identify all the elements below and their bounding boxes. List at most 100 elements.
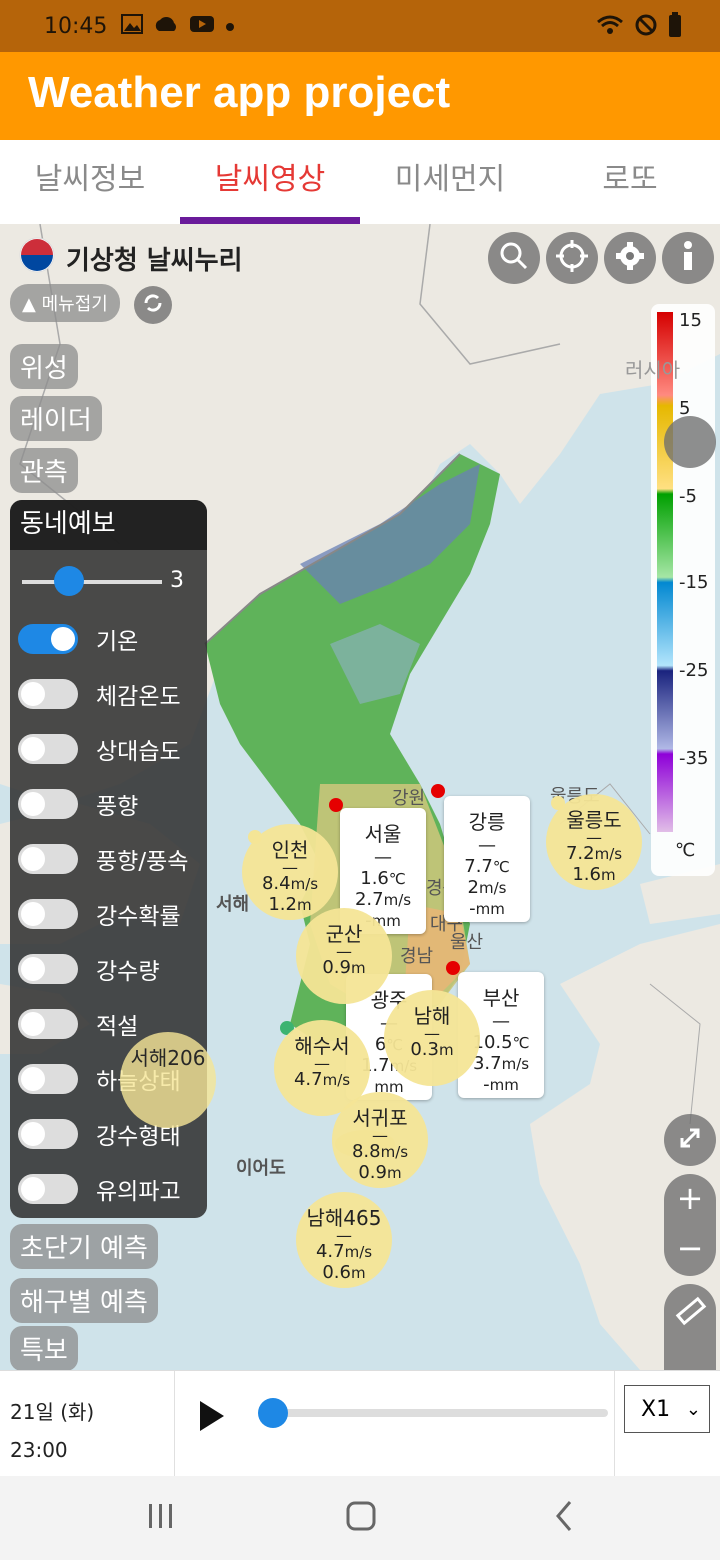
toggle-switch[interactable] [18, 1009, 78, 1039]
toggle-row-rainfall[interactable]: 강수량 [18, 952, 159, 986]
toggle-switch[interactable] [18, 624, 78, 654]
gallery-icon [121, 14, 144, 38]
expand-button[interactable] [664, 1114, 716, 1166]
buoy-ulleungdo[interactable]: 울릉도 — 7.2m/s 1.6m [546, 794, 642, 890]
station-divider: — [478, 835, 496, 856]
buoy-name: 서해206 [130, 1046, 206, 1070]
timeline-day: 21일 (화) [10, 1400, 95, 1424]
toggle-switch[interactable] [18, 734, 78, 764]
info-button[interactable] [662, 232, 714, 284]
slider-knob[interactable] [54, 566, 84, 596]
settings-button[interactable] [604, 232, 656, 284]
station-card-gangneung[interactable]: 강릉 — 7.7℃ 2m/s -mm [444, 796, 530, 922]
app-title: Weather app project [28, 68, 451, 117]
toggle-switch[interactable] [18, 1174, 78, 1204]
buoy-name: 해수서 [294, 1034, 350, 1058]
toggle-label: 풍향/풍속 [96, 849, 189, 875]
info-icon [678, 240, 698, 276]
toggle-label: 적설 [96, 1014, 139, 1040]
station-rain: -mm [483, 1074, 519, 1095]
timeline-track[interactable] [258, 1398, 608, 1428]
category-sea-forecast[interactable]: 해구별 예측 [10, 1278, 158, 1323]
toggle-row-feels-like[interactable]: 체감온도 [18, 677, 181, 711]
speed-select[interactable]: X1 ⌄ [624, 1385, 710, 1433]
gear-icon [614, 240, 646, 276]
tab-weather-info[interactable]: 날씨정보 [34, 162, 146, 197]
station-wind: 2.7m/s [354, 889, 412, 910]
toggle-switch[interactable] [18, 899, 78, 929]
search-button[interactable] [488, 232, 540, 284]
toggle-row-humidity[interactable]: 상대습도 [18, 732, 181, 766]
toggle-row-rain-prob[interactable]: 강수확률 [18, 897, 181, 931]
toggle-row-snow[interactable]: 적설 [18, 1007, 138, 1041]
refresh-icon [142, 292, 164, 318]
toggle-switch[interactable] [18, 679, 78, 709]
toggle-switch[interactable] [18, 954, 78, 984]
category-short-forecast[interactable]: 초단기 예측 [10, 1224, 158, 1269]
toggle-label: 강수형태 [96, 1124, 181, 1150]
label-gangwon: 강원 [392, 788, 426, 809]
toggle-row-wind-dir[interactable]: 풍향 [18, 787, 138, 821]
kma-brand: 기상청 날씨누리 [18, 236, 243, 281]
ruler-button[interactable] [664, 1284, 716, 1370]
category-satellite[interactable]: 위성 [10, 344, 78, 389]
refresh-button[interactable] [134, 286, 172, 324]
buoy-namhae465[interactable]: 남해465 — 4.7m/s 0.6m [296, 1192, 392, 1288]
toggle-switch[interactable] [18, 789, 78, 819]
toggle-label: 상대습도 [96, 739, 181, 765]
layer-slider[interactable] [22, 566, 162, 596]
player-divider [174, 1371, 175, 1477]
buoy-gunsan[interactable]: 군산 — 0.9m [296, 908, 392, 1004]
back-icon[interactable] [552, 1496, 576, 1540]
buoy-incheon[interactable]: 인천 — 8.4m/s 1.2m [242, 824, 338, 920]
chevron-down-icon: ⌄ [685, 1399, 701, 1420]
toggle-row-precip-type[interactable]: 강수형태 [18, 1117, 181, 1151]
label-ieodo: 이어도 [236, 1158, 286, 1179]
toggle-switch[interactable] [18, 1064, 78, 1094]
weather-map[interactable]: 기상청 날씨누리 ▲ 메뉴접기 위성 레이더 관측 동네예보 3 기온 체감온도… [0, 224, 720, 1370]
tab-lotto[interactable]: 로또 [602, 162, 658, 197]
recent-apps-icon[interactable] [146, 1496, 176, 1540]
buoy-wave: 0.3m [410, 1039, 454, 1060]
legend-label: -25 [679, 660, 709, 681]
station-marker[interactable] [329, 798, 343, 812]
station-card-busan[interactable]: 부산 — 10.5℃ 3.7m/s -mm [458, 972, 544, 1098]
tab-bar: 날씨정보 날씨영상 미세먼지 로또 [0, 140, 720, 224]
buoy-wind: 4.7m/s [315, 1241, 373, 1262]
buoy-seohae206[interactable]: 서해206 [120, 1032, 216, 1128]
toggle-row-wind-speed[interactable]: 풍향/풍속 [18, 842, 188, 876]
station-marker[interactable] [431, 784, 445, 798]
label-ulsan: 울산 [450, 932, 484, 953]
buoy-seogwipo[interactable]: 서귀포 — 8.8m/s 0.9m [332, 1092, 428, 1188]
zoom-out-button[interactable]: − [676, 1229, 704, 1267]
zoom-in-button[interactable]: + [676, 1179, 704, 1217]
toggle-row-temp[interactable]: 기온 [18, 622, 138, 656]
toggle-switch[interactable] [18, 844, 78, 874]
legend-colorbar [657, 312, 673, 832]
buoy-wave: 0.6m [322, 1262, 366, 1283]
toggle-label: 유의파고 [96, 1179, 181, 1205]
buoy-divider: — [282, 858, 298, 877]
tab-weather-video[interactable]: 날씨영상 [180, 140, 360, 224]
legend-label: 15 [679, 310, 702, 331]
locate-button[interactable] [546, 232, 598, 284]
tab-fine-dust[interactable]: 미세먼지 [394, 162, 506, 197]
category-radar[interactable]: 레이더 [10, 396, 102, 441]
play-icon [198, 1401, 226, 1437]
buoy-namhae[interactable]: 남해 — 0.3m [384, 990, 480, 1086]
menu-fold-label: 메뉴접기 [41, 294, 108, 315]
play-button[interactable] [198, 1399, 226, 1437]
home-icon[interactable] [345, 1496, 377, 1540]
toggle-row-wave[interactable]: 유의파고 [18, 1172, 181, 1206]
category-warning[interactable]: 특보 [10, 1326, 78, 1370]
timeline-knob[interactable] [258, 1398, 288, 1428]
search-icon [499, 241, 529, 275]
menu-fold-button[interactable]: ▲ 메뉴접기 [10, 284, 120, 322]
fullscreen-button[interactable] [664, 416, 716, 468]
buoy-name: 인천 [271, 838, 309, 862]
category-observation[interactable]: 관측 [10, 448, 78, 493]
toggle-switch[interactable] [18, 1119, 78, 1149]
station-rain: -mm [469, 898, 505, 919]
station-marker[interactable] [446, 961, 460, 975]
legend-label: -35 [679, 748, 709, 769]
